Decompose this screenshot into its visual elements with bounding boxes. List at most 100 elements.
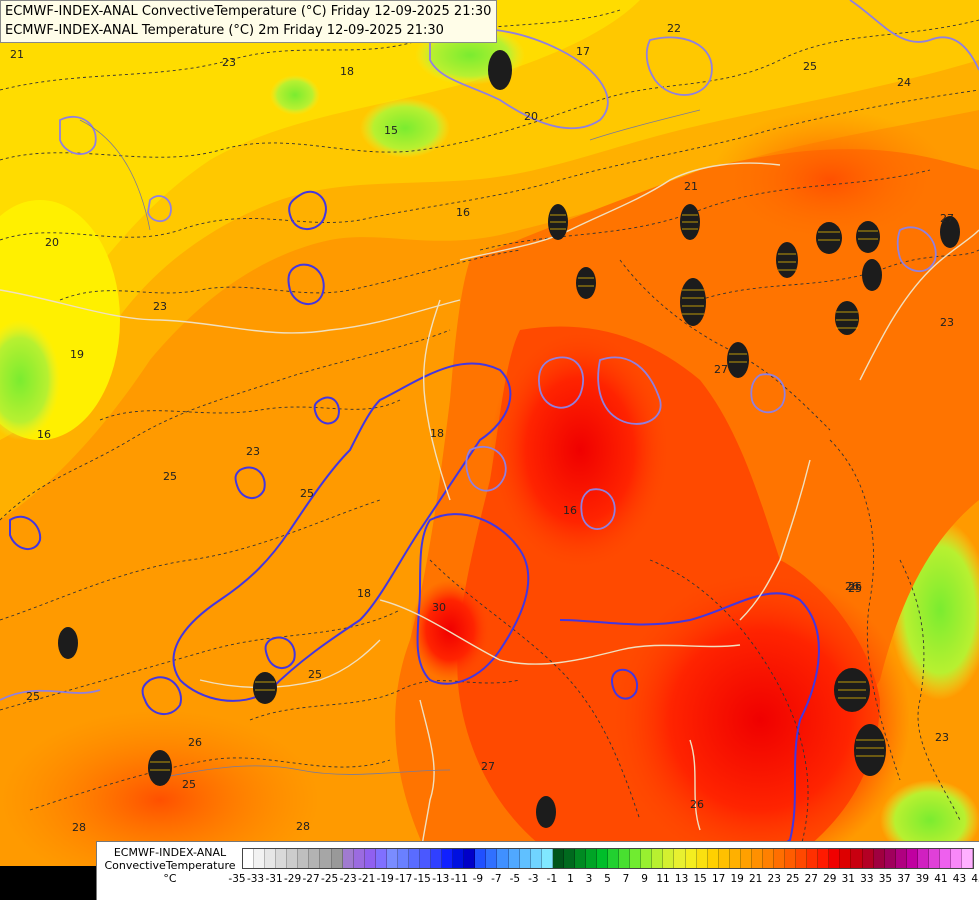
scale-tick-label: -11 [450,873,468,885]
contour-label: 28 [296,820,310,833]
color-legend: ECMWF-INDEX-ANAL ConvectiveTemperature °… [96,841,979,900]
contour-label: 21 [10,48,24,61]
scale-swatch [585,849,597,868]
scale-swatch [851,849,863,868]
scale-tick-label: -7 [491,873,502,885]
map-title: ECMWF-INDEX-ANAL ConvectiveTemperature (… [0,0,498,43]
contour-label: 20 [524,110,538,123]
contour-label: 26 [845,580,859,593]
scale-tick-label: 39 [915,873,930,885]
scale-swatch [829,849,841,868]
scale-tick-label: 21 [749,873,763,885]
scale-tick-label: 33 [860,873,874,885]
scale-swatch [962,849,974,868]
scale-tick-label: -33 [246,873,265,885]
scale-swatch [652,849,664,868]
red-core-north [490,330,670,570]
contour-label: 21 [684,180,698,193]
contour-label: 25 [848,582,862,595]
scale-tick-label: 9 [641,873,648,885]
scale-tick-label: -19 [376,873,394,885]
contour-label: 16 [456,206,470,219]
scale-tick-label: -23 [339,873,357,885]
scale-tick-label: -1 [546,873,558,885]
scale-swatch [320,849,332,868]
scale-swatch [408,849,420,868]
scale-tick-label: 45 [971,873,979,885]
scale-swatch [939,849,951,868]
scale-swatch [751,849,763,868]
scale-tick-label: 41 [934,873,948,885]
scale-swatch [442,849,454,868]
contour-label: 20 [45,236,59,249]
legend-title: ECMWF-INDEX-ANAL ConvectiveTemperature °… [101,846,239,885]
contour-label: 18 [357,587,371,600]
scale-swatch [420,849,432,868]
scale-tick-label: 5 [604,873,611,885]
scale-swatch [740,849,752,868]
legend-unit: °C [163,872,177,885]
scale-swatch [563,849,575,868]
contour-label: 22 [667,22,681,35]
scale-tick-label: -5 [509,873,521,885]
scale-tick-label: 15 [693,873,707,885]
contour-label: 26 [848,580,862,593]
scale-swatch [431,849,443,868]
color-scale [242,848,974,869]
scale-swatch [840,849,852,868]
scale-ticks: -35 -33 -31 -29 -27 -25 -23 -21 -19 -17 -15 -13 -11-… [228,873,979,889]
scale-swatch [331,849,343,868]
scale-swatch [386,849,398,868]
scale-swatch [696,849,708,868]
contour-label: 16 [563,504,577,517]
scale-tick-label: 13 [674,873,689,885]
scale-tick-label: -27 [302,873,320,885]
scale-swatch [574,849,586,868]
scale-swatch [674,849,686,868]
scale-swatch [895,849,907,868]
scale-swatch [917,849,929,868]
contour-label: 18 [430,427,444,440]
scale-swatch [785,849,797,868]
scale-tick-label: -9 [472,873,484,885]
contour-label: 28 [72,821,86,834]
scale-swatch [497,849,509,868]
contour-label: 23 [222,56,236,69]
scale-swatch [928,849,940,868]
scale-swatch [486,849,498,868]
scale-swatch [519,849,531,868]
scale-swatch [364,849,376,868]
scale-swatch [906,849,918,868]
scale-tick-label: -3 [528,873,539,885]
scale-tick-label: -17 [395,873,413,885]
contour-label: 27 [940,212,954,225]
scale-tick-label: -25 [321,873,339,885]
contour-label: 15 [384,124,398,137]
scale-swatch [818,849,830,868]
scale-swatch [475,849,487,868]
contour-label: 25 [163,470,177,483]
scale-tick-label: 37 [897,873,911,885]
rivers [79,109,701,781]
scale-tick-label: 29 [823,873,837,885]
legend-variable: ConvectiveTemperature [104,859,236,872]
scale-tick-label: -35 [228,873,246,885]
scale-tick-label: 11 [656,873,670,885]
scale-swatch [796,849,808,868]
contour-label: 25 [182,778,196,791]
scale-swatch [453,849,465,868]
scale-swatch [663,849,675,868]
scale-swatch [298,849,310,868]
scale-swatch [807,849,819,868]
scale-tick-label: 31 [841,873,855,885]
scale-swatch [342,849,354,868]
contour-label: 25 [803,60,817,73]
scale-swatch [254,849,266,868]
country-borders [0,162,979,871]
scale-tick-label: 27 [804,873,818,885]
scale-swatch [375,849,387,868]
scale-swatch [619,849,631,868]
title-line-1: ECMWF-INDEX-ANAL ConvectiveTemperature (… [5,4,492,19]
contour-label: 23 [246,445,260,458]
scale-tick-label: 19 [730,873,744,885]
